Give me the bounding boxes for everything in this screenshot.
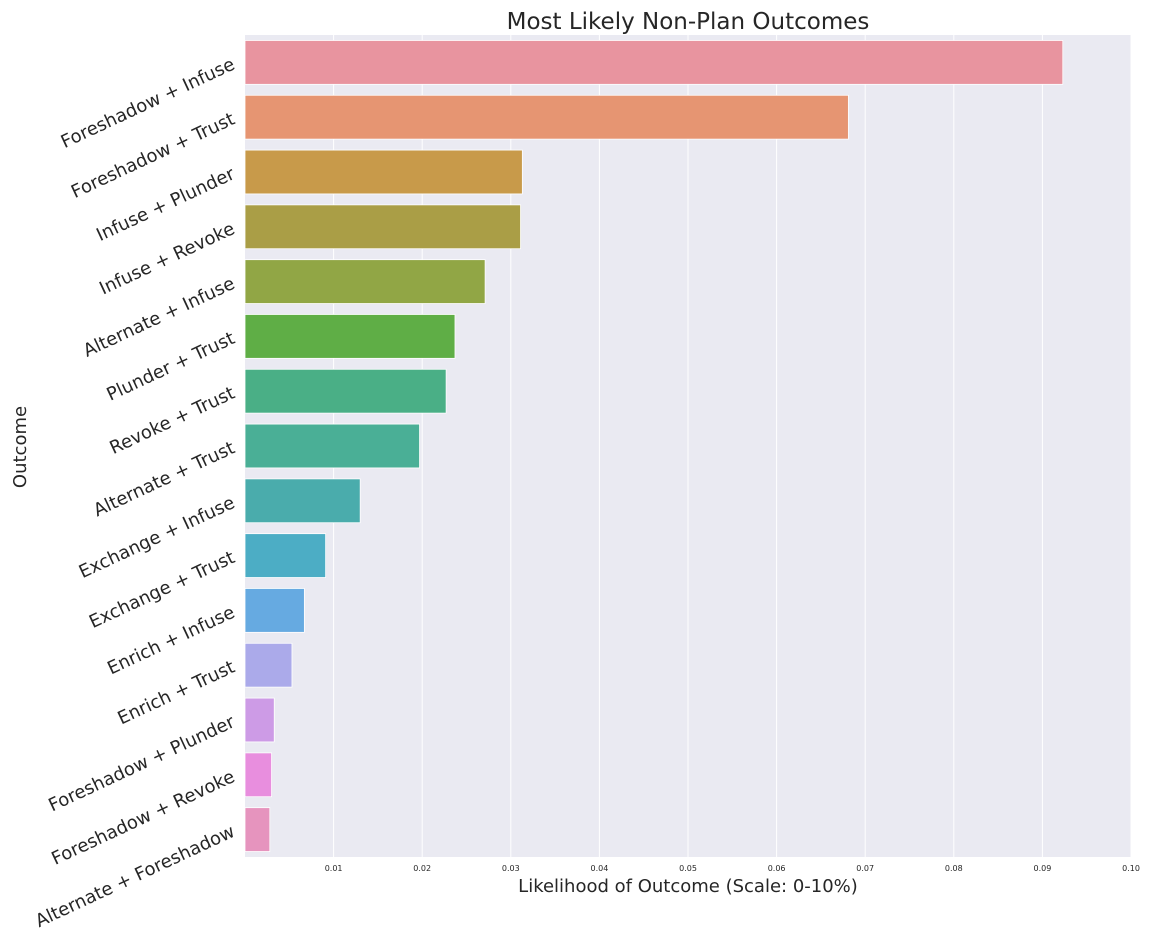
y-axis-label: Outcome (10, 406, 31, 488)
bar (244, 94, 849, 140)
bar (244, 752, 272, 798)
x-tick-label: 0.04 (590, 864, 608, 873)
bar (244, 697, 275, 743)
bar (244, 642, 293, 688)
x-tick-label: 0.08 (945, 864, 963, 873)
bar (244, 149, 523, 195)
x-tick-label: 0.09 (1033, 864, 1051, 873)
bars (244, 40, 1064, 852)
x-tick-label: 0.06 (768, 864, 786, 873)
x-tick-label: 0.07 (856, 864, 874, 873)
bar (244, 259, 486, 304)
x-tick-label: 0.05 (679, 864, 697, 873)
x-tick-label: 0.10 (1122, 864, 1140, 873)
x-tick-labels: 0.01 0.02 0.03 0.04 0.05 0.06 0.07 0.08 0.09 0.10 (325, 864, 1140, 873)
bar (244, 423, 420, 469)
y-tick-label: Alternate + Foreshadow (32, 821, 238, 932)
bar (244, 368, 447, 414)
bar (244, 204, 521, 250)
bar (244, 533, 327, 578)
bar (244, 588, 305, 633)
x-axis-label: Likelihood of Outcome (Scale: 0-10%) (518, 876, 858, 897)
bar (244, 40, 1064, 85)
y-tick-label: Foreshadow + Plunder (45, 711, 238, 816)
x-tick-label: 0.01 (325, 864, 343, 873)
x-tick-label: 0.02 (413, 864, 431, 873)
bar (244, 807, 271, 852)
bar (244, 314, 456, 359)
bar (244, 478, 361, 524)
chart-title: Most Likely Non-Plan Outcomes (507, 9, 870, 35)
x-tick-label: 0.03 (502, 864, 520, 873)
